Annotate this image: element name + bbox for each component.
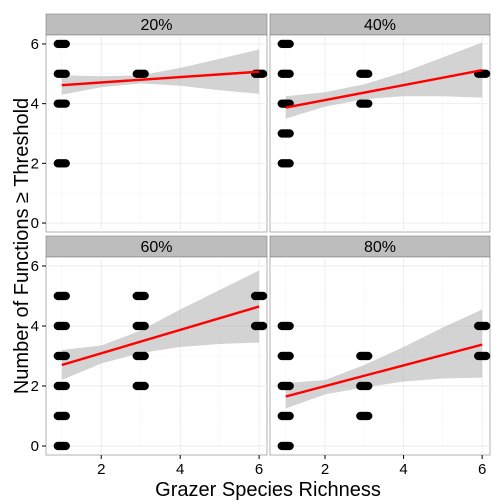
panel-4-point-3-3 (284, 411, 294, 421)
panel-1-fit-line (61, 70, 260, 87)
panel-1: 20% 0 2 4 6 (31, 13, 268, 233)
panel-4: 80% 2 4 6 (269, 235, 491, 478)
x-axis-title: Grazer Species Richness (155, 479, 381, 501)
panel-2-point-3-3 (284, 129, 294, 138)
panel-3-y-tick-label-6: 6 (31, 258, 39, 275)
panel-4-x-tick-label-6: 6 (478, 461, 486, 478)
y-axis-title: Number of Functions ≥ Threshold (11, 98, 33, 394)
panel-4-point-0-3 (284, 321, 294, 331)
panel-3: 60% 0 2 4 6 2 4 6 (31, 235, 268, 478)
panel-1-point-5-3 (258, 69, 268, 79)
panel-2-point-1-3 (284, 69, 294, 79)
panel-3-point-8-3 (139, 351, 149, 361)
panel-2-confidence-band (285, 42, 483, 119)
panel-3-y-tick-label-0: 0 (31, 438, 39, 455)
panel-4-point-4-3 (284, 441, 294, 451)
panel-3-point-7-3 (139, 321, 149, 331)
panel-4-point-5-3 (363, 351, 373, 361)
panel-1-y-tick-label-2: 2 (31, 155, 39, 172)
panel-3-point-6-3 (139, 291, 149, 301)
panel-4-point-2-3 (284, 381, 294, 391)
panel-1-y-tick-label-4: 4 (31, 96, 39, 113)
panel-3-y-tick-label-2: 2 (31, 378, 39, 395)
panel-2-point-7-3 (481, 69, 491, 79)
panel-3-strip-label: 60% (140, 239, 172, 256)
panel-3-point-5-3 (60, 441, 70, 451)
panel-4-point-1-3 (284, 351, 294, 361)
panel-2-point-0-3 (284, 39, 294, 49)
panel-1-point-1-3 (60, 69, 70, 79)
panel-3-x-tick-label-6: 6 (255, 461, 263, 478)
panel-1-point-0-3 (60, 39, 70, 49)
panel-4-point-8-3 (481, 321, 491, 331)
panel-3-point-11-3 (258, 321, 268, 331)
panel-1-point-2-3 (60, 99, 70, 108)
panel-3-point-9-3 (139, 381, 149, 391)
panel-2: 40% (269, 13, 491, 233)
panel-1-point-3-3 (60, 159, 70, 168)
panel-4-point-6-3 (363, 381, 373, 391)
panel-1-y-tick-label-0: 0 (31, 215, 39, 232)
panel-3-point-3-3 (60, 381, 70, 391)
panel-3-fit-line (61, 305, 260, 367)
panel-4-strip-label: 80% (364, 239, 396, 256)
panel-3-point-2-3 (60, 351, 70, 361)
panel-2-point-6-3 (363, 99, 373, 108)
panel-4-point-7-3 (363, 411, 373, 421)
panel-1-confidence-band (61, 49, 260, 95)
panel-3-x-tick-label-4: 4 (176, 461, 184, 478)
panel-3-point-0-3 (60, 291, 70, 301)
panel-1-point-4-3 (139, 69, 149, 79)
panel-3-point-10-3 (258, 291, 268, 301)
panel-1-y-tick-label-6: 6 (31, 36, 39, 53)
panel-4-x-tick-label-4: 4 (399, 461, 407, 478)
panel-2-point-5-3 (363, 69, 373, 79)
panel-4-point-9-3 (481, 351, 491, 361)
panel-3-x-tick-label-2: 2 (97, 461, 105, 478)
panel-3-point-1-3 (60, 321, 70, 331)
panel-3-confidence-band (61, 270, 260, 380)
panels-layer: 20% 0 2 4 6 40% 60% 0 2 4 6 2 4 6 80% 2 4 6 (31, 13, 491, 478)
panel-4-x-tick-label-2: 2 (321, 461, 329, 478)
panel-2-fit-line (285, 69, 483, 109)
panel-1-strip-label: 20% (140, 17, 172, 34)
panel-3-point-4-3 (60, 411, 70, 421)
panel-3-y-tick-label-4: 4 (31, 318, 39, 335)
panel-2-point-4-3 (284, 159, 294, 168)
panel-2-strip-label: 40% (364, 17, 396, 34)
panel-4-fit-line (285, 343, 483, 398)
